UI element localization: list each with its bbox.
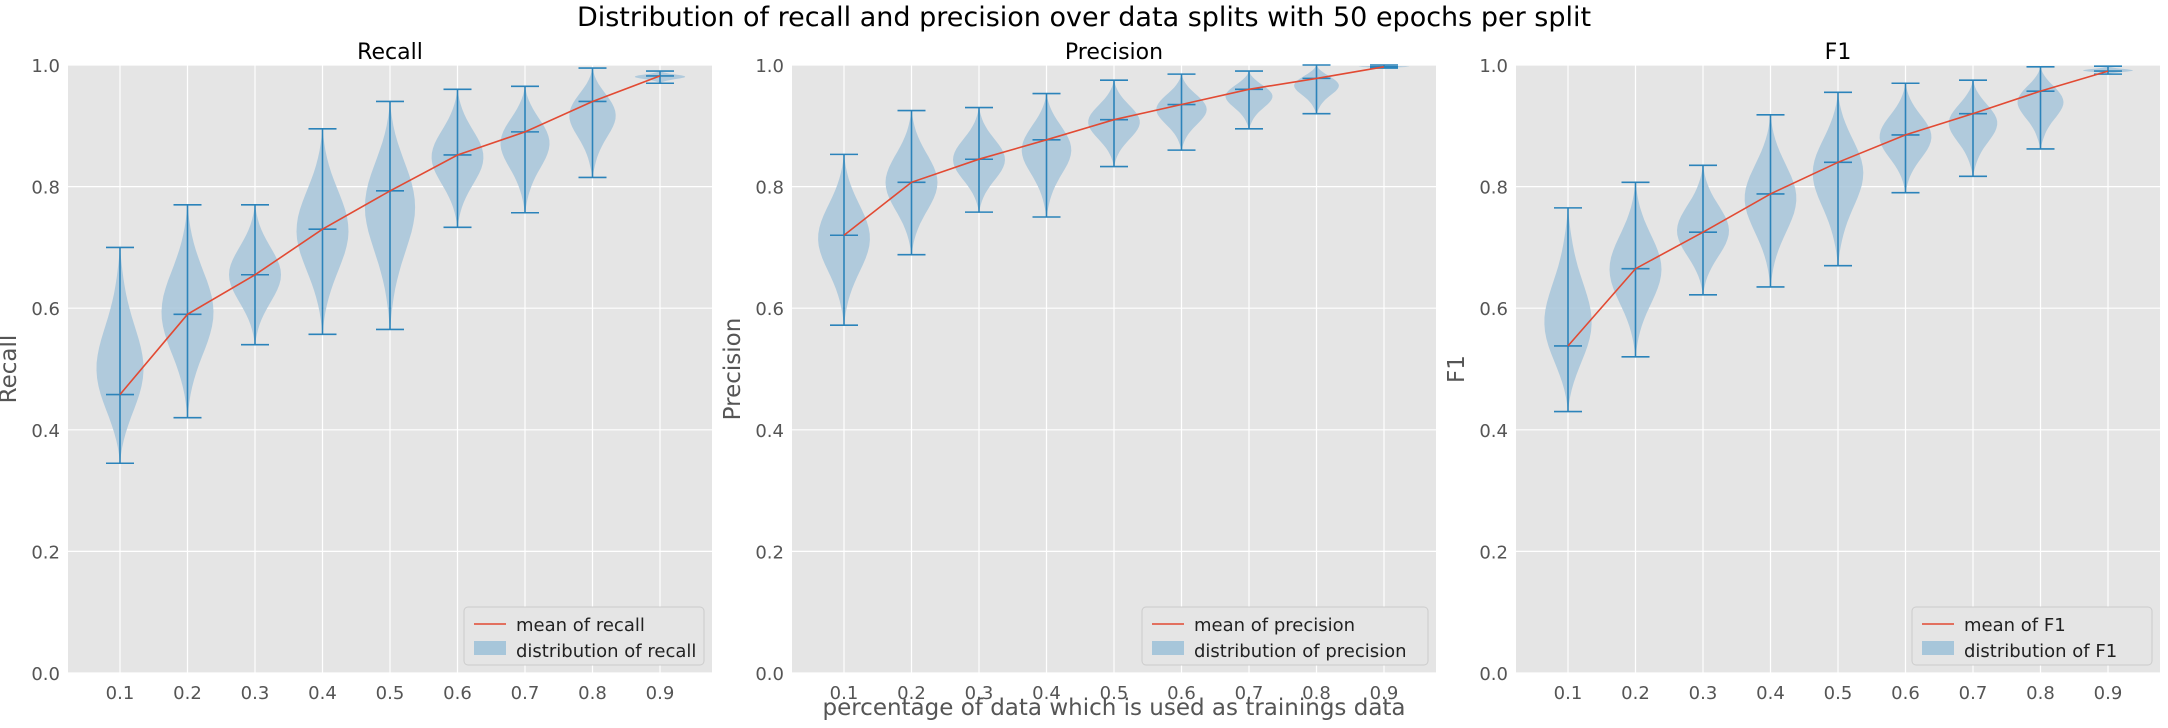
x-tick-label: 0.5 xyxy=(1100,683,1129,704)
x-tick-label: 0.8 xyxy=(578,683,607,704)
legend-label: distribution of F1 xyxy=(1964,641,2117,662)
x-tick-label: 0.3 xyxy=(241,683,270,704)
x-tick-label: 0.9 xyxy=(1370,683,1399,704)
x-tick-label: 0.2 xyxy=(897,683,926,704)
x-tick-label: 0.6 xyxy=(443,683,472,704)
x-tick-label: 0.9 xyxy=(2094,683,2123,704)
y-tick-label: 0.4 xyxy=(1479,421,1508,442)
y-tick-label: 0.2 xyxy=(1479,542,1508,563)
figure-title: Distribution of recall and precision ove… xyxy=(576,2,1592,33)
x-tick-label: 0.3 xyxy=(1689,683,1718,704)
x-tick-label: 0.5 xyxy=(376,683,405,704)
mean-line xyxy=(843,66,1385,236)
x-tick-label: 0.3 xyxy=(965,683,994,704)
y-tick-label: 0.6 xyxy=(31,299,60,320)
legend-distribution-swatch xyxy=(1922,641,1954,655)
subplot-title: Precision xyxy=(1065,40,1163,65)
mean-line xyxy=(1567,70,2109,347)
y-tick-label: 0.6 xyxy=(755,299,784,320)
x-tick-label: 0.6 xyxy=(1167,683,1196,704)
legend-box xyxy=(463,606,705,666)
x-tick-label: 0.7 xyxy=(511,683,540,704)
x-tick-label: 0.7 xyxy=(1235,683,1264,704)
x-tick-label: 0.7 xyxy=(1959,683,1988,704)
x-tick-label: 0.4 xyxy=(308,683,337,704)
legend-label: mean of F1 xyxy=(1964,615,2066,636)
y-tick-label: 0.2 xyxy=(31,542,60,563)
legend-box xyxy=(1911,606,2153,666)
x-tick-label: 0.1 xyxy=(830,683,859,704)
y-axis-label: Precision xyxy=(720,318,746,421)
subplot-title: F1 xyxy=(1825,40,1852,65)
x-tick-label: 0.2 xyxy=(1621,683,1650,704)
y-tick-label: 0.4 xyxy=(755,421,784,442)
x-tick-label: 0.1 xyxy=(1554,683,1583,704)
mean-line xyxy=(119,75,661,396)
y-tick-label: 1.0 xyxy=(31,56,60,77)
x-tick-label: 0.6 xyxy=(1891,683,1920,704)
y-tick-label: 0.2 xyxy=(755,542,784,563)
y-tick-label: 1.0 xyxy=(1479,56,1508,77)
subplot-title: Recall xyxy=(357,40,423,65)
y-tick-label: 0.0 xyxy=(755,664,784,685)
x-tick-label: 0.4 xyxy=(1756,683,1785,704)
x-tick-label: 0.8 xyxy=(1302,683,1331,704)
y-tick-label: 0.8 xyxy=(31,178,60,199)
legend-box xyxy=(1141,606,1429,666)
panel-recall: 0.0 0.2 0.4 0.6 0.8 1.0 0.1 0.2 0.3 0.4 0.5 0.6 0.7 0… xyxy=(0,40,712,704)
panel-f1: 0.0 0.2 0.4 0.6 0.8 1.0 0.1 0.2 0.3 0.4 0.5 0.6 0.7 0… xyxy=(1444,40,2160,704)
y-tick-label: 0.0 xyxy=(31,664,60,685)
x-tick-label: 0.8 xyxy=(2026,683,2055,704)
x-tick-label: 0.9 xyxy=(646,683,675,704)
legend-distribution-swatch xyxy=(474,641,506,655)
x-tick-label: 0.5 xyxy=(1824,683,1853,704)
legend-label: distribution of precision xyxy=(1194,641,1407,662)
y-axis-label: F1 xyxy=(1444,355,1470,383)
y-tick-label: 0.6 xyxy=(1479,299,1508,320)
legend-distribution-swatch xyxy=(1152,641,1184,655)
y-tick-label: 0.0 xyxy=(1479,664,1508,685)
y-axis-label: Recall xyxy=(0,335,22,404)
legend-label: mean of recall xyxy=(516,615,645,636)
y-tick-label: 0.8 xyxy=(1479,178,1508,199)
legend-label: distribution of recall xyxy=(516,641,696,662)
y-tick-label: 0.4 xyxy=(31,421,60,442)
legend-label: mean of precision xyxy=(1194,615,1355,636)
panel-precision: 0.0 0.2 0.4 0.6 0.8 1.0 0.1 0.2 0.3 0.4 0.5 0.6 0.7 0… xyxy=(720,40,1436,704)
x-tick-label: 0.4 xyxy=(1032,683,1061,704)
common-x-axis-label: percentage of data which is used as trai… xyxy=(822,695,1406,721)
x-tick-label: 0.2 xyxy=(173,683,202,704)
y-tick-label: 1.0 xyxy=(755,56,784,77)
x-tick-label: 0.1 xyxy=(106,683,135,704)
y-tick-label: 0.8 xyxy=(755,178,784,199)
